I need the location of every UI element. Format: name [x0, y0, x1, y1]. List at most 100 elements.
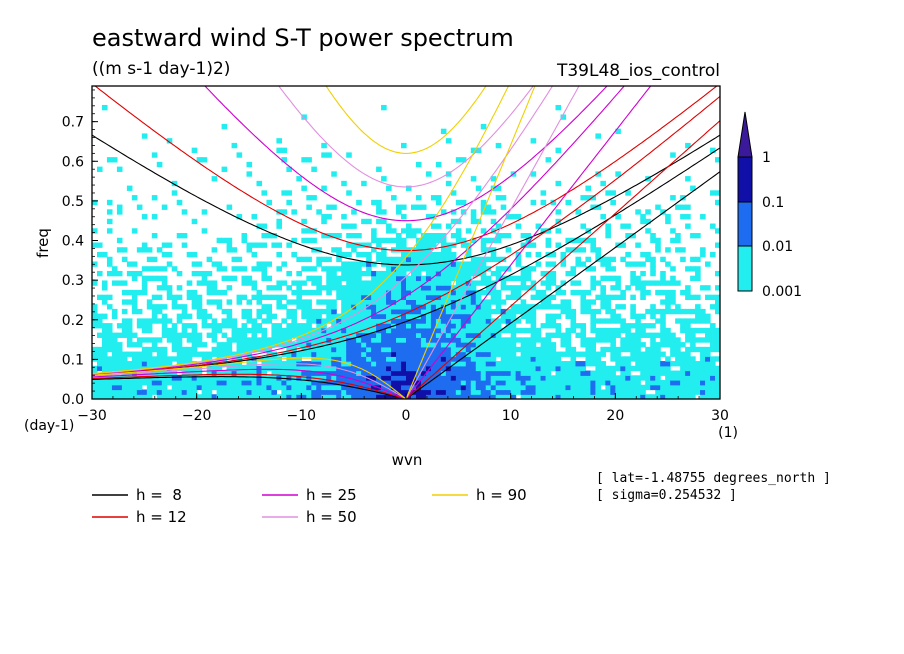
- heatmap-cell: [495, 370, 502, 376]
- heatmap-cell: [206, 256, 213, 263]
- heatmap-cell: [455, 394, 462, 399]
- heatmap-cell: [445, 356, 452, 362]
- heatmap-cell: [650, 394, 656, 399]
- heatmap-cell: [660, 275, 666, 282]
- heatmap-cell: [396, 209, 402, 215]
- heatmap-cell: [116, 323, 123, 329]
- heatmap-cell: [675, 233, 681, 239]
- heatmap-cell: [540, 346, 547, 353]
- heatmap-cell: [695, 375, 701, 381]
- heatmap-cell: [560, 332, 567, 338]
- heatmap-cell: [430, 294, 437, 301]
- heatmap-cell: [336, 289, 342, 296]
- heatmap-cell: [386, 270, 392, 277]
- heatmap-cell: [485, 332, 492, 338]
- legend-label: h = 8: [136, 486, 182, 504]
- heatmap-cell: [271, 351, 278, 357]
- heatmap-cell: [221, 346, 228, 353]
- heatmap-cell: [625, 337, 631, 343]
- heatmap-cell: [545, 351, 552, 357]
- heatmap-cell: [565, 365, 572, 372]
- heatmap-cell: [440, 380, 447, 386]
- heatmap-cell: [675, 351, 681, 357]
- heatmap-cell: [111, 394, 118, 399]
- heatmap-cell: [136, 337, 143, 343]
- heatmap-cell: [645, 384, 651, 391]
- heatmap-cell: [381, 251, 387, 258]
- heatmap-cell: [475, 289, 482, 296]
- heatmap-cell: [266, 394, 273, 399]
- heatmap-cell: [520, 337, 527, 343]
- heatmap-cell: [715, 346, 720, 353]
- heatmap-cell: [440, 270, 447, 277]
- heatmap-cell: [600, 351, 606, 357]
- heatmap-cell: [361, 361, 367, 367]
- heatmap-cell: [241, 327, 248, 334]
- dispersion-curve-kelvin: [405, 86, 652, 399]
- heatmap-cell: [331, 380, 337, 386]
- heatmap-cell: [306, 361, 312, 367]
- heatmap-cell: [545, 361, 552, 367]
- heatmap-cell: [665, 308, 671, 315]
- heatmap-cell: [615, 332, 621, 338]
- heatmap-cell: [510, 384, 517, 391]
- heatmap-cell: [156, 161, 163, 168]
- heatmap-cell: [381, 285, 387, 291]
- heatmap-cell: [401, 299, 407, 305]
- heatmap-cell: [331, 318, 337, 324]
- heatmap-cell: [131, 384, 138, 391]
- heatmap-cell: [131, 294, 138, 301]
- heatmap-cell: [475, 327, 482, 334]
- heatmap-cell: [251, 280, 258, 286]
- heatmap-cell: [246, 280, 253, 286]
- heatmap-cell: [286, 242, 292, 248]
- heatmap-cell: [406, 294, 412, 301]
- heatmap-cell: [261, 318, 268, 324]
- heatmap-cell: [296, 370, 302, 376]
- heatmap-cell: [306, 313, 312, 319]
- heatmap-cell: [550, 275, 557, 282]
- heatmap-cell: [520, 394, 527, 399]
- heatmap-cell: [600, 294, 606, 301]
- heatmap-cell: [465, 299, 472, 305]
- heatmap-cell: [151, 346, 158, 353]
- heatmap-cell: [166, 380, 173, 386]
- heatmap-cell: [396, 261, 402, 267]
- heatmap-cell: [236, 342, 243, 348]
- heatmap-cell: [356, 323, 362, 329]
- heatmap-cell: [256, 180, 263, 187]
- heatmap-cell: [430, 380, 437, 386]
- heatmap-cell: [311, 356, 317, 362]
- heatmap-cell: [650, 351, 656, 357]
- heatmap-cell: [680, 256, 686, 263]
- heatmap-cell: [276, 138, 282, 144]
- heatmap-cell: [655, 389, 661, 395]
- heatmap-cell: [171, 337, 178, 343]
- heatmap-cell: [525, 389, 532, 395]
- heatmap-cell: [660, 327, 666, 334]
- heatmap-cell: [685, 365, 691, 372]
- heatmap-cell: [665, 365, 671, 372]
- heatmap-cell: [545, 356, 552, 362]
- heatmap-cell: [126, 351, 133, 357]
- heatmap-cell: [246, 370, 253, 376]
- heatmap-cell: [690, 308, 696, 315]
- heatmap-cell: [475, 351, 482, 357]
- heatmap-cell: [326, 308, 332, 315]
- heatmap-cell: [361, 337, 367, 343]
- heatmap-cell: [226, 308, 233, 315]
- heatmap-cell: [545, 332, 552, 338]
- heatmap-cell: [510, 308, 517, 315]
- heatmap-cell: [455, 157, 462, 163]
- heatmap-cell: [500, 351, 507, 357]
- heatmap-cell: [500, 384, 507, 391]
- heatmap-cell: [371, 384, 377, 391]
- heatmap-cell: [570, 289, 577, 296]
- heatmap-cell: [460, 304, 467, 310]
- heatmap-cell: [321, 266, 327, 272]
- heatmap-cell: [700, 285, 706, 291]
- heatmap-cell: [695, 294, 701, 301]
- heatmap-cell: [650, 308, 656, 315]
- heatmap-cell: [620, 370, 626, 376]
- heatmap-cell: [560, 308, 567, 315]
